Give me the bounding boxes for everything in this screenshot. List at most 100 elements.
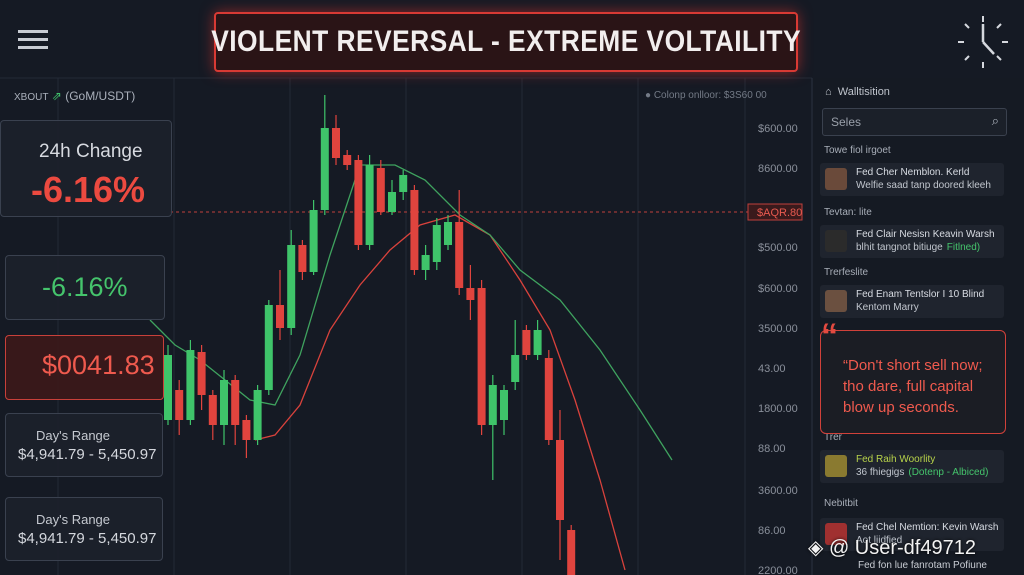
section-heading: Tevtan: lite: [824, 207, 872, 218]
sidebar: [813, 78, 1024, 575]
item-text: Aot liidfied: [856, 535, 903, 546]
candle-body: [186, 350, 195, 420]
moving-average-red: [254, 214, 626, 571]
item-title: Fed Chel Nemtion: Kevin Warsh: [856, 522, 999, 533]
candle-body: [399, 175, 408, 192]
menu-icon[interactable]: [18, 28, 50, 52]
item-text: blhit tangnot bitiuge Fitlned): [856, 242, 981, 253]
news-item: Fed Chel Nemtion: Kevin Warsh Aot liidfie…: [820, 518, 1004, 551]
section-heading: Nebitbit: [824, 498, 858, 509]
candle-body: [298, 245, 307, 272]
pair: (GoM/USDT): [65, 89, 136, 103]
avatar: [825, 290, 847, 312]
candle-body: [242, 420, 251, 440]
section-heading: Trerfeslite: [824, 267, 869, 278]
item-text: Welfie saad tanp doored kleeh: [856, 180, 991, 191]
price-marker: $AQR.80: [757, 207, 802, 219]
candle-body: [421, 255, 430, 270]
candle-body: [488, 385, 497, 425]
range-value: $4,941.79 - 5,450.97: [18, 446, 157, 463]
item-tag: Fitlned): [946, 242, 981, 253]
search-box[interactable]: Seles ⌕: [822, 108, 1007, 136]
item-title: Fed Raih Woorlity: [856, 454, 936, 465]
candle-body: [522, 330, 531, 355]
news-item: Fed Enam Tentslor I 10 Blind Kentom Marry: [820, 285, 1004, 318]
quote-text: “Don't short sell now; tho dare, full ca…: [843, 357, 983, 416]
clock-icon: [958, 16, 1008, 68]
candle-body: [332, 128, 340, 158]
search-icon: ⌕: [991, 113, 999, 128]
price-label: 86.00: [758, 525, 786, 537]
candle-body: [432, 225, 441, 262]
price-label: 43.00: [758, 363, 786, 375]
candle-body: [533, 330, 542, 355]
candle-body: [354, 160, 363, 245]
top-info-text: Colonp onlloor: $3S60 00: [653, 90, 767, 101]
news-item: Fed Cher Nemblon. Kerld Welfie saad tanp …: [820, 163, 1004, 196]
item-title: Fed Cher Nemblon. Kerld: [856, 167, 970, 178]
candle-body: [556, 440, 564, 520]
watermark-text: @ User-df49712: [828, 537, 976, 559]
candle-body: [444, 222, 452, 245]
candle-body: [320, 128, 329, 210]
range-box: Day's Range $4,941.79 - 5,450.97: [5, 413, 163, 477]
candle-body: [567, 530, 576, 575]
change-value: -6.16%: [31, 169, 146, 210]
price-label: 2200.00: [758, 565, 798, 575]
section-heading: Trer: [824, 432, 842, 443]
sidebar-title-text: Walltisition: [837, 86, 890, 98]
candle-body: [253, 390, 262, 440]
candle-body: [388, 192, 396, 212]
item-text: 36 fhiegigs (Dotenp - Albiced): [856, 467, 989, 478]
candle-body: [175, 390, 184, 420]
candle-body: [500, 390, 508, 420]
top-info: ● Colonp onlloor: $3S60 00: [645, 90, 767, 101]
item-title: Fed Enam Tentslor I 10 Blind: [856, 289, 985, 300]
title-box: VIOLENT REVERSAL - EXTREME VOLTAILITY: [211, 12, 801, 72]
candle-body: [231, 380, 240, 425]
change-box: 24h Change -6.16%: [0, 120, 172, 217]
candle-body: [455, 222, 464, 288]
price: $0041.83: [42, 350, 155, 380]
range-value: $4,941.79 - 5,450.97: [18, 530, 157, 547]
candle-body: [220, 380, 228, 425]
price-label: $600.00: [758, 283, 798, 295]
price-label: $500.00: [758, 242, 798, 254]
footer-item: Fed fon lue fanrotam Pofiune: [858, 560, 987, 571]
candle-body: [208, 395, 217, 425]
range-label: Day's Range: [36, 512, 111, 527]
candle-body: [376, 168, 385, 212]
candle-body: [466, 288, 475, 300]
symbol: XBOUT: [14, 92, 49, 103]
price-label: 88.00: [758, 443, 786, 455]
news-item: Fed Raih Woorlity 36 fhiegigs (Dotenp - Al…: [820, 450, 1004, 483]
avatar: [825, 230, 847, 252]
candle-body: [197, 352, 206, 395]
candle-body: [343, 155, 352, 165]
avatar: [825, 455, 847, 477]
range-label: Day's Range: [36, 428, 111, 443]
avatar: [825, 168, 847, 190]
range-box: Day's Range $4,941.79 - 5,450.97: [5, 497, 163, 561]
candle-body: [544, 358, 553, 440]
price-box: $0041.83: [5, 335, 164, 400]
sidebar-title: ⌂ Walltisition: [825, 86, 890, 98]
candle-body: [511, 355, 520, 382]
price-label: 3600.00: [758, 485, 798, 497]
price-label: 1800.00: [758, 403, 798, 415]
section-heading: Towe fiol irgoet: [824, 145, 891, 156]
candle-body: [410, 190, 419, 270]
item-text: Kentom Marry: [856, 302, 919, 313]
change-box-2: -6.16%: [5, 255, 165, 320]
title: VIOLENT REVERSAL - EXTREME VOLTAILITY: [211, 25, 801, 58]
symbol-icon: ⇗: [51, 89, 62, 103]
item-title: Fed Clair Nesisn Keavin Warsh: [856, 229, 995, 240]
candle-body: [287, 245, 296, 328]
quote-bubble: “ “Don't short sell now; tho dare, full …: [820, 317, 1006, 434]
price-label: $600.00: [758, 123, 798, 135]
change-label: 24h Change: [39, 141, 143, 162]
candle-body: [164, 355, 172, 420]
candle-body: [365, 165, 374, 245]
